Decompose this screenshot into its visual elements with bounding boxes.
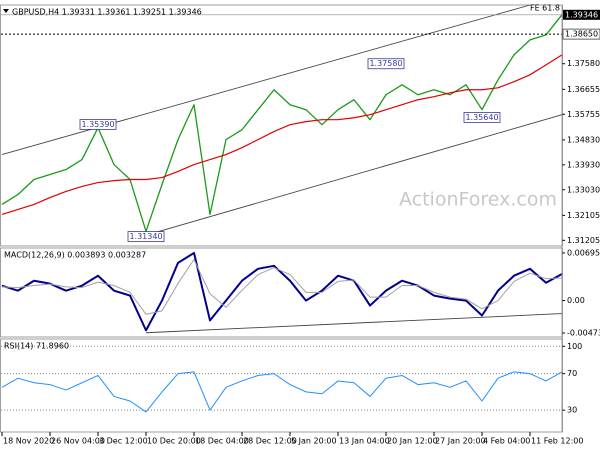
series-line: [1, 54, 563, 215]
x-tick-label: 10 Dec 20:00: [147, 437, 201, 446]
trendline: [145, 114, 563, 236]
level-label: 1.38650: [565, 30, 598, 39]
x-tick-label: 27 Jan 20:00: [435, 437, 486, 446]
x-tick-label: 18 Dec 04:00: [195, 437, 249, 446]
pane-border: [0, 4, 563, 247]
pane-title: GBPUSD,H4 1.39331 1.39361 1.39251 1.3934…: [12, 8, 202, 17]
dropdown-icon: [3, 9, 9, 13]
x-tick-label: 28 Dec 12:00: [243, 437, 297, 446]
x-tick-label: 4 Feb 04:00: [483, 437, 530, 446]
y-tick-label: 1.34830: [567, 135, 600, 144]
y-tick-label: 0.00: [567, 296, 585, 305]
x-tick-label: 20 Jan 12:00: [387, 437, 438, 446]
price-annotation: 1.35640: [465, 113, 498, 122]
x-tick-label: 3 Dec 12:00: [99, 437, 148, 446]
y-tick-label: 100: [567, 342, 582, 351]
x-tick-label: 11 Feb 12:00: [531, 437, 583, 446]
y-tick-label: 0.006956: [567, 248, 600, 257]
fe-label: FE 61.8: [530, 4, 560, 13]
x-tick-label: 5 Jan 20:00: [291, 437, 337, 446]
y-tick-label: 1.36655: [567, 85, 600, 94]
last-price-label: 1.39346: [565, 10, 598, 19]
price-annotation-box: [127, 231, 165, 242]
level-label-box: [562, 28, 600, 40]
price-annotation-box: [367, 58, 405, 70]
pane-title: MACD(12,26,9) 0.003893 0.003287: [4, 251, 146, 260]
price-annotation-box: [79, 118, 117, 130]
x-tick-label: 26 Nov 04:00: [51, 437, 105, 446]
y-tick-label: 1.33030: [567, 185, 600, 194]
y-tick-label: -0.004736: [567, 329, 600, 338]
price-annotation: 1.35390: [81, 120, 114, 129]
watermark: ActionForex.com: [399, 189, 557, 211]
pane-border: [0, 338, 563, 433]
x-tick-label: 13 Jan 04:00: [339, 437, 390, 446]
series-line: [1, 259, 563, 315]
x-tick-label: 18 Nov 2020: [3, 437, 54, 446]
price-annotation: 1.31340: [129, 232, 162, 241]
pane-border: [0, 247, 563, 338]
series-line: [1, 371, 563, 413]
last-price-box: [563, 9, 600, 20]
y-tick-label: 1.37580: [567, 59, 600, 68]
series-line: [1, 14, 563, 232]
y-tick-label: 1.33930: [567, 160, 600, 169]
y-tick-label: 70: [567, 369, 577, 378]
y-tick-label: 1.31205: [567, 236, 600, 245]
y-tick-label: 1.32105: [567, 211, 600, 220]
y-tick-label: 30: [567, 406, 577, 415]
y-tick-label: 1.35755: [567, 110, 600, 119]
price-annotation-box: [463, 112, 501, 123]
price-annotation: 1.37580: [369, 59, 402, 68]
series-line: [1, 251, 563, 332]
trendline: [145, 313, 563, 334]
pane-title: RSI(14) 71.8960: [4, 342, 69, 351]
